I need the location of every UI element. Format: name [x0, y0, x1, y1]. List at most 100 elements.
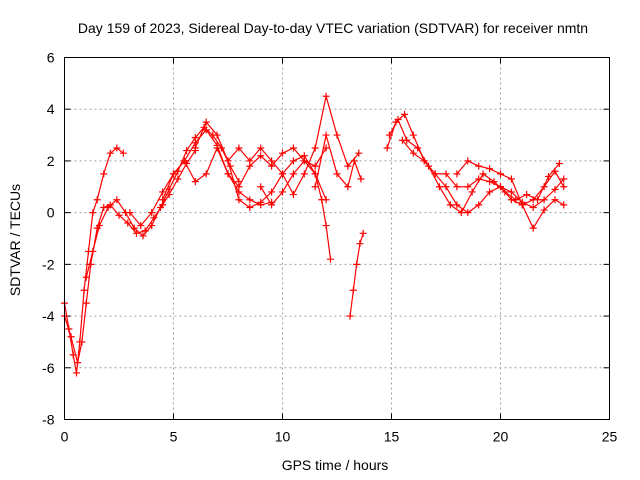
series-arc-9 [311, 131, 365, 191]
data-point [106, 149, 114, 157]
data-point [213, 144, 221, 152]
data-point [453, 201, 461, 209]
data-point [174, 175, 182, 183]
data-point [257, 144, 265, 152]
data-point [497, 170, 504, 178]
data-point [78, 338, 86, 346]
data-point [464, 157, 472, 165]
x-tick-label: 25 [602, 429, 618, 445]
data-point [213, 131, 221, 139]
data-point [326, 255, 334, 263]
data-point [353, 260, 361, 268]
data-point [453, 170, 461, 178]
data-point [82, 273, 90, 281]
series-arc-12 [385, 116, 563, 217]
y-tick-label: -6 [42, 360, 55, 376]
data-point [156, 203, 164, 211]
data-point [126, 209, 134, 217]
data-point [551, 196, 559, 204]
data-point [322, 92, 330, 100]
data-point [191, 144, 199, 152]
data-point [246, 157, 254, 165]
series-arc-11 [383, 110, 568, 217]
series-arc-14 [453, 157, 568, 232]
y-tick-label: -4 [42, 308, 55, 324]
data-point [501, 188, 509, 196]
data-point [534, 196, 542, 204]
data-point [311, 144, 319, 152]
data-point [540, 196, 548, 204]
data-point [257, 198, 265, 206]
data-point [468, 188, 476, 196]
series-arc-1 [61, 144, 127, 377]
data-point [479, 170, 487, 178]
series-line [63, 147, 124, 374]
data-point [159, 196, 167, 204]
data-point [555, 160, 563, 168]
data-point [529, 224, 537, 232]
data-point [289, 144, 297, 152]
data-point [544, 172, 552, 180]
data-point [137, 222, 145, 230]
data-point [224, 170, 232, 178]
data-point [560, 175, 568, 183]
y-tick-label: 4 [47, 101, 55, 117]
data-point [95, 222, 103, 230]
data-point [170, 170, 177, 178]
data-point [100, 170, 108, 178]
series-line [386, 113, 565, 214]
data-point [89, 209, 97, 217]
data-point [148, 222, 156, 230]
series-arc-8 [257, 157, 334, 263]
data-point [431, 170, 439, 178]
y-tick-label: -2 [42, 256, 55, 272]
series-line [162, 146, 327, 200]
data-point [512, 196, 520, 204]
data-point [289, 170, 297, 178]
series-arc-2 [61, 147, 199, 367]
data-point [409, 149, 417, 157]
data-point [414, 144, 422, 152]
data-point [224, 157, 232, 165]
series-line [260, 159, 332, 260]
data-point [409, 131, 417, 139]
data-point [246, 203, 254, 211]
data-point [357, 175, 365, 183]
y-tick-label: 2 [47, 153, 55, 169]
data-point [333, 131, 341, 139]
data-point [191, 178, 199, 186]
grid [64, 57, 610, 420]
data-point [124, 219, 132, 227]
data-point [486, 165, 494, 173]
data-point [279, 170, 286, 178]
data-point [344, 183, 352, 191]
data-point [74, 359, 82, 367]
data-point [322, 222, 330, 230]
data-point [268, 188, 276, 196]
data-point [202, 126, 210, 134]
data-point [300, 157, 308, 165]
series-line [314, 134, 362, 189]
data-point [89, 247, 97, 255]
data-point [289, 157, 297, 165]
data-series [61, 92, 568, 377]
data-point [398, 136, 406, 144]
series-arc-7 [224, 92, 363, 199]
data-point [475, 175, 483, 183]
data-point [289, 191, 297, 199]
data-point [67, 333, 75, 341]
y-tick-label: 6 [47, 50, 55, 66]
data-point [344, 162, 352, 170]
y-tick-label: 0 [47, 205, 55, 221]
data-point [518, 201, 526, 209]
data-point [383, 144, 391, 152]
x-tick-label: 15 [384, 429, 400, 445]
data-point [420, 157, 428, 165]
data-point [180, 157, 188, 165]
data-point [104, 203, 112, 211]
data-point [507, 188, 515, 196]
data-point [523, 191, 531, 199]
data-point [246, 196, 254, 204]
data-point [235, 196, 243, 204]
data-point [529, 203, 537, 211]
